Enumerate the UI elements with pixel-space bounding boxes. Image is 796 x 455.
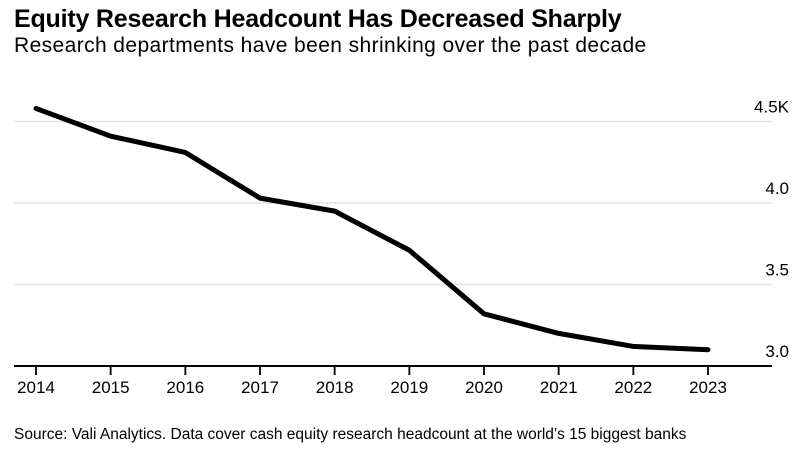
y-axis-tick-label: 3.5	[765, 261, 789, 280]
x-axis-tick-label: 2017	[241, 378, 279, 397]
x-axis-tick-label: 2016	[166, 378, 204, 397]
x-axis-tick-label: 2022	[614, 378, 652, 397]
x-axis-tick-label: 2019	[390, 378, 428, 397]
x-axis-tick-label: 2014	[17, 378, 55, 397]
y-axis-tick-label: 4.0	[765, 179, 789, 198]
x-axis-tick-label: 2018	[316, 378, 354, 397]
source-note: Source: Vali Analytics. Data cover cash …	[14, 426, 687, 443]
y-axis-tick-label: 3.0	[765, 342, 789, 361]
x-axis-tick-label: 2023	[689, 378, 727, 397]
chart-title: Equity Research Headcount Has Decreased …	[14, 5, 622, 33]
x-axis-tick-label: 2021	[540, 378, 578, 397]
x-axis-tick-label: 2020	[465, 378, 503, 397]
headcount-line-series	[33, 105, 711, 353]
y-axis-tick-label: 4.5K	[754, 98, 790, 117]
x-axis-tick-label: 2015	[92, 378, 130, 397]
chart-subtitle: Research departments have been shrinking…	[14, 34, 647, 57]
